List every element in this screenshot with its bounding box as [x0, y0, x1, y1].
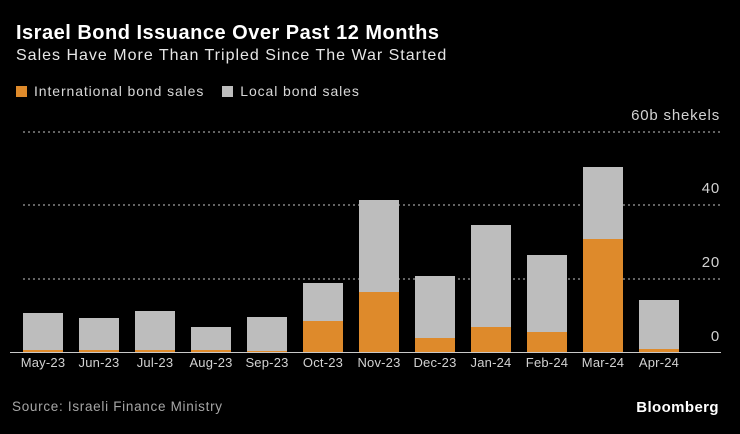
bar-segment-local	[415, 275, 455, 338]
y-tick-label-0: 0	[710, 328, 720, 345]
bar-segment-local	[23, 312, 63, 351]
bar-segment-local	[639, 300, 679, 350]
legend-item-local: Local bond sales	[222, 83, 359, 99]
source-note: Source: Israeli Finance Ministry	[12, 399, 223, 414]
x-tick-label-nov-23: Nov-23	[357, 355, 401, 370]
bar-segment-international	[471, 326, 511, 352]
page-title: Israel Bond Issuance Over Past 12 Months	[16, 22, 440, 44]
x-tick-label-jan-24: Jan-24	[470, 355, 512, 370]
chart-subtitle: Sales Have More Than Tripled Since The W…	[16, 47, 448, 64]
x-tick-label-apr-24: Apr-24	[638, 355, 680, 370]
bar-segment-international	[191, 349, 231, 352]
x-tick-label-sep-23: Sep-23	[245, 355, 289, 370]
bar-oct-23	[303, 282, 343, 352]
x-tick-label-oct-23: Oct-23	[302, 355, 344, 370]
bar-segment-international	[359, 291, 399, 352]
x-axis-line	[10, 352, 721, 353]
bar-segment-international	[527, 331, 567, 352]
bar-sep-23	[247, 316, 287, 352]
bar-dec-23	[415, 275, 455, 352]
legend-label: Local bond sales	[240, 83, 360, 99]
bar-segment-local	[471, 225, 511, 327]
y-tick-label-40: 40	[701, 180, 720, 197]
bar-nov-23	[359, 199, 399, 352]
bar-segment-international	[79, 349, 119, 352]
x-tick-label-may-23: May-23	[20, 355, 66, 370]
x-tick-label-jun-23: Jun-23	[78, 355, 120, 370]
y-tick-label-20: 20	[701, 254, 720, 271]
gray-square-swatch	[222, 85, 234, 97]
bar-segment-local	[527, 255, 567, 332]
bar-segment-international	[23, 350, 63, 352]
bar-segment-local	[303, 282, 343, 321]
bar-segment-international	[583, 239, 623, 352]
bar-segment-local	[79, 317, 119, 350]
grid-line-60	[23, 131, 720, 133]
x-tick-label-aug-23: Aug-23	[189, 355, 233, 370]
bar-segment-international	[639, 349, 679, 352]
bar-segment-local	[135, 310, 175, 351]
x-tick-label-mar-24: Mar-24	[581, 355, 625, 370]
bar-jan-24	[471, 225, 511, 352]
legend-item-international: International bond sales	[16, 83, 204, 99]
bar-segment-international	[415, 337, 455, 352]
bar-mar-24	[583, 167, 623, 352]
x-tick-label-dec-23: Dec-23	[413, 355, 457, 370]
legend-label: International bond sales	[34, 83, 205, 99]
bar-segment-international	[135, 350, 175, 352]
bar-jun-23	[79, 317, 119, 352]
bar-segment-local	[191, 326, 231, 350]
bar-segment-local	[359, 199, 399, 292]
bar-segment-international	[247, 350, 287, 352]
orange-square-swatch	[16, 85, 27, 97]
chart-legend: International bond sales Local bond sales	[16, 83, 360, 99]
bar-jul-23	[135, 310, 175, 352]
x-tick-label-feb-24: Feb-24	[525, 355, 569, 370]
y-axis-unit-label: 60b shekels	[631, 107, 720, 124]
bloomberg-logo: Bloomberg	[636, 399, 719, 416]
bar-feb-24	[527, 255, 567, 352]
bar-apr-24	[639, 300, 679, 352]
bar-aug-23	[191, 326, 231, 352]
bar-segment-local	[247, 316, 287, 351]
bar-segment-local	[583, 167, 623, 240]
bar-may-23	[23, 312, 63, 352]
x-tick-label-jul-23: Jul-23	[136, 355, 174, 370]
bar-segment-international	[303, 320, 343, 352]
